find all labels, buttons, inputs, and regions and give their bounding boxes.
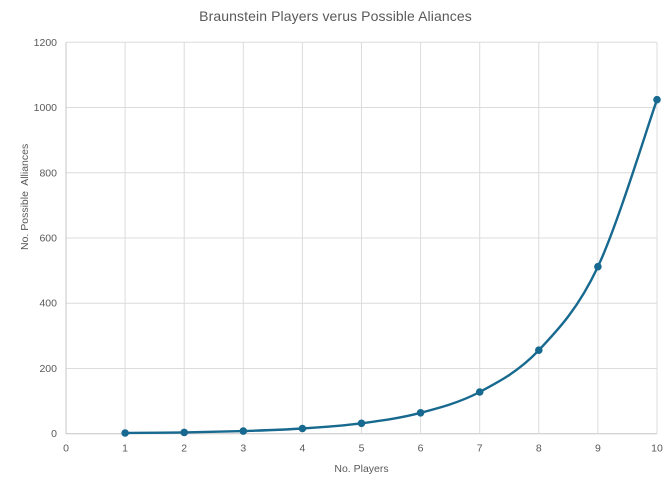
x-tick-label: 7 [477, 443, 483, 455]
data-point [121, 429, 129, 437]
data-point [653, 95, 661, 104]
data-point [416, 409, 425, 417]
x-tick-label: 3 [240, 443, 246, 455]
data-point [180, 428, 188, 437]
x-tick-label: 9 [595, 443, 601, 455]
x-tick-label: 6 [418, 443, 424, 455]
x-tick-label: 8 [536, 443, 542, 455]
y-axis-title-text: No. Possible Alliances [18, 143, 31, 250]
x-tick-label: 0 [63, 443, 69, 455]
y-tick-label: 0 [51, 428, 57, 440]
x-tick-label: 4 [299, 443, 305, 455]
y-tick-label: 200 [39, 363, 57, 375]
y-tick-label: 400 [39, 298, 57, 310]
x-tick-label: 2 [181, 443, 187, 455]
y-tick-label: 800 [39, 167, 57, 179]
y-tick-label: 1000 [34, 102, 58, 114]
data-point [475, 388, 484, 396]
data-point [535, 346, 543, 355]
data-point [239, 427, 248, 435]
x-tick-label: 10 [651, 443, 663, 455]
x-tick-label: 1 [122, 443, 128, 455]
data-point [298, 424, 307, 433]
data-point [594, 262, 602, 271]
y-tick-label: 1200 [34, 37, 58, 49]
chart-title: Braunstein Players verus Possible Alianc… [199, 8, 472, 24]
data-point [357, 419, 366, 428]
series-line [123, 98, 659, 435]
y-tick-label: 600 [39, 233, 57, 245]
x-tick-label: 5 [359, 443, 365, 455]
x-axis-title: No. Players [334, 463, 389, 475]
